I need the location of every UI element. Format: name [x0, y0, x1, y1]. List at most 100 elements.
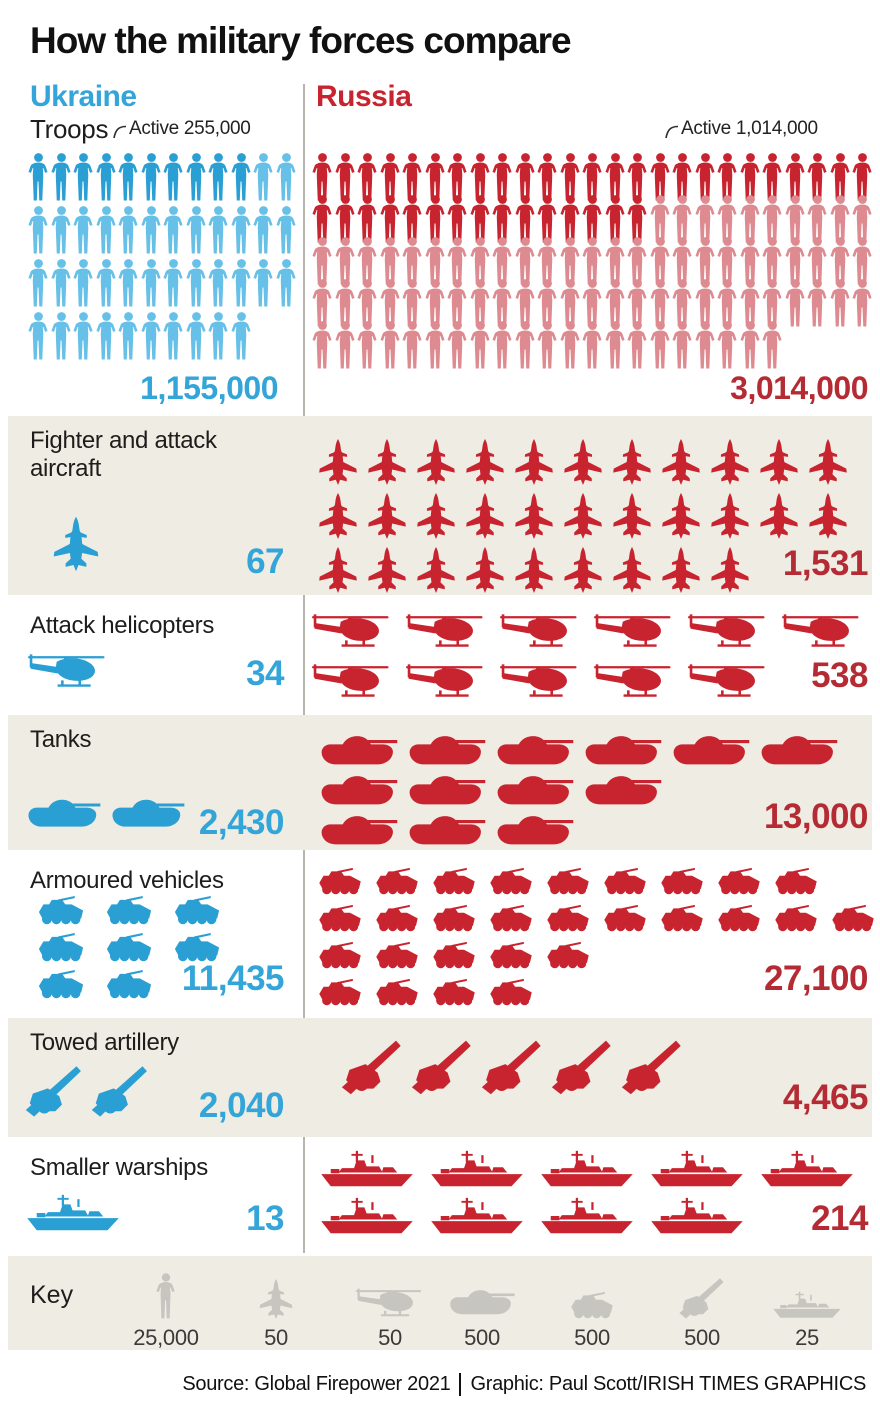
soldier-icon	[96, 258, 117, 308]
pictogram-row	[306, 610, 870, 650]
soldier-icon	[163, 205, 184, 255]
armoured-vehicle-icon	[371, 902, 423, 932]
ukraine-helicopters-value: 34	[246, 654, 284, 693]
helicopter-icon	[682, 610, 774, 650]
soldier-icon	[276, 152, 297, 202]
armoured-vehicle-icon	[30, 930, 92, 962]
source-text: Source: Global Firepower 2021	[182, 1373, 451, 1395]
tank-icon	[318, 810, 400, 850]
fighter-jet-icon	[463, 547, 507, 593]
pictogram-row	[314, 976, 542, 1006]
armoured-vehicle-icon	[770, 865, 822, 895]
warship-icon	[424, 1150, 530, 1188]
pictogram-row	[312, 320, 785, 370]
key-item-tank: 500	[434, 1267, 530, 1351]
warship-icon	[644, 1197, 750, 1235]
warship-icon	[534, 1197, 640, 1235]
towed-artillery-icon	[480, 1039, 544, 1095]
fighter-jet-icon	[757, 493, 801, 539]
column-header-ukraine: Ukraine	[30, 80, 137, 113]
key-item-warship: 25	[759, 1267, 855, 1351]
pictogram-row	[340, 1039, 690, 1095]
pictogram-row	[314, 939, 599, 969]
soldier-icon	[156, 1273, 176, 1319]
footer: Source: Global Firepower 2021 Graphic: P…	[0, 1353, 880, 1418]
pictogram-row	[316, 493, 855, 539]
tank-icon	[449, 1285, 515, 1319]
soldier-icon	[141, 205, 162, 255]
tank-icon	[670, 730, 752, 770]
pictogram-row	[28, 152, 298, 202]
fighter-jet-icon	[659, 439, 703, 485]
soldier-icon	[380, 320, 401, 370]
armoured-vehicle-icon	[542, 939, 594, 969]
section-label: Troops	[30, 114, 109, 144]
soldier-icon	[560, 320, 581, 370]
pictogram-row	[318, 770, 670, 810]
soldier-icon	[163, 311, 184, 361]
pictogram-row	[306, 660, 776, 700]
tank-icon	[758, 730, 840, 770]
soldier-icon	[208, 205, 229, 255]
section-smaller-warships: Smaller warships 13 214	[0, 1140, 880, 1253]
warship-icon	[314, 1197, 420, 1235]
key-value: 50	[378, 1325, 402, 1350]
helicopter-icon	[306, 660, 398, 700]
warship-icon	[314, 1150, 420, 1188]
armoured-vehicle-icon	[428, 976, 480, 1006]
armoured-vehicle-icon	[656, 865, 708, 895]
tank-icon	[318, 770, 400, 810]
pictogram-row	[30, 930, 234, 962]
fighter-jet-icon	[316, 493, 360, 539]
armoured-vehicle-icon	[566, 1289, 618, 1319]
soldier-icon	[717, 320, 738, 370]
armoured-vehicle-icon	[599, 865, 651, 895]
tank-icon	[318, 730, 400, 770]
warship-icon	[424, 1197, 530, 1235]
annotation-hook-icon	[665, 125, 679, 139]
key-item-troops: 25,000	[118, 1267, 214, 1351]
section-towed-artillery: Towed artillery 2,040 4,465	[0, 1015, 880, 1140]
soldier-icon	[672, 320, 693, 370]
key-value: 500	[684, 1325, 720, 1350]
soldier-icon	[231, 205, 252, 255]
armoured-vehicle-icon	[314, 865, 366, 895]
section-tanks: Tanks 2,430 13,000	[0, 712, 880, 853]
pictogram-row	[316, 439, 855, 485]
soldier-icon	[28, 152, 49, 202]
ukraine-active-label: Active 255,000	[129, 118, 251, 139]
key-label: Key	[30, 1281, 74, 1309]
column-header-russia: Russia	[316, 80, 412, 113]
soldier-icon	[208, 311, 229, 361]
armoured-vehicle-icon	[371, 939, 423, 969]
helicopter-icon	[776, 610, 868, 650]
soldier-icon	[762, 320, 783, 370]
armoured-vehicle-icon	[485, 939, 537, 969]
towed-artillery-icon	[550, 1039, 614, 1095]
fighter-jet-icon	[806, 439, 850, 485]
armoured-vehicle-icon	[656, 902, 708, 932]
ukraine-active-annotation: Active 255,000	[112, 118, 251, 140]
russia-artillery-value: 4,465	[782, 1078, 869, 1117]
soldier-icon	[118, 311, 139, 361]
fighter-jet-icon	[757, 439, 801, 485]
soldier-icon	[650, 320, 671, 370]
tank-icon	[406, 730, 488, 770]
soldier-icon	[73, 311, 94, 361]
fighter-jet-icon	[561, 493, 605, 539]
towed-artillery-icon	[678, 1277, 726, 1319]
section-label: Attack helicopters	[30, 612, 215, 639]
towed-artillery-icon	[410, 1039, 474, 1095]
soldier-icon	[231, 311, 252, 361]
soldier-icon	[276, 205, 297, 255]
soldier-icon	[118, 152, 139, 202]
helicopter-icon	[494, 610, 586, 650]
key-value: 25,000	[133, 1325, 199, 1350]
section-armoured-vehicles: Armoured vehicles 11,435 27,100	[0, 853, 880, 1015]
fighter-jet-icon	[365, 439, 409, 485]
key-item-aircraft: 50	[228, 1267, 324, 1351]
page-title: How the military forces compare	[30, 20, 572, 61]
pictogram-row	[314, 1150, 864, 1188]
soldier-icon	[186, 311, 207, 361]
column-divider	[303, 84, 305, 1253]
